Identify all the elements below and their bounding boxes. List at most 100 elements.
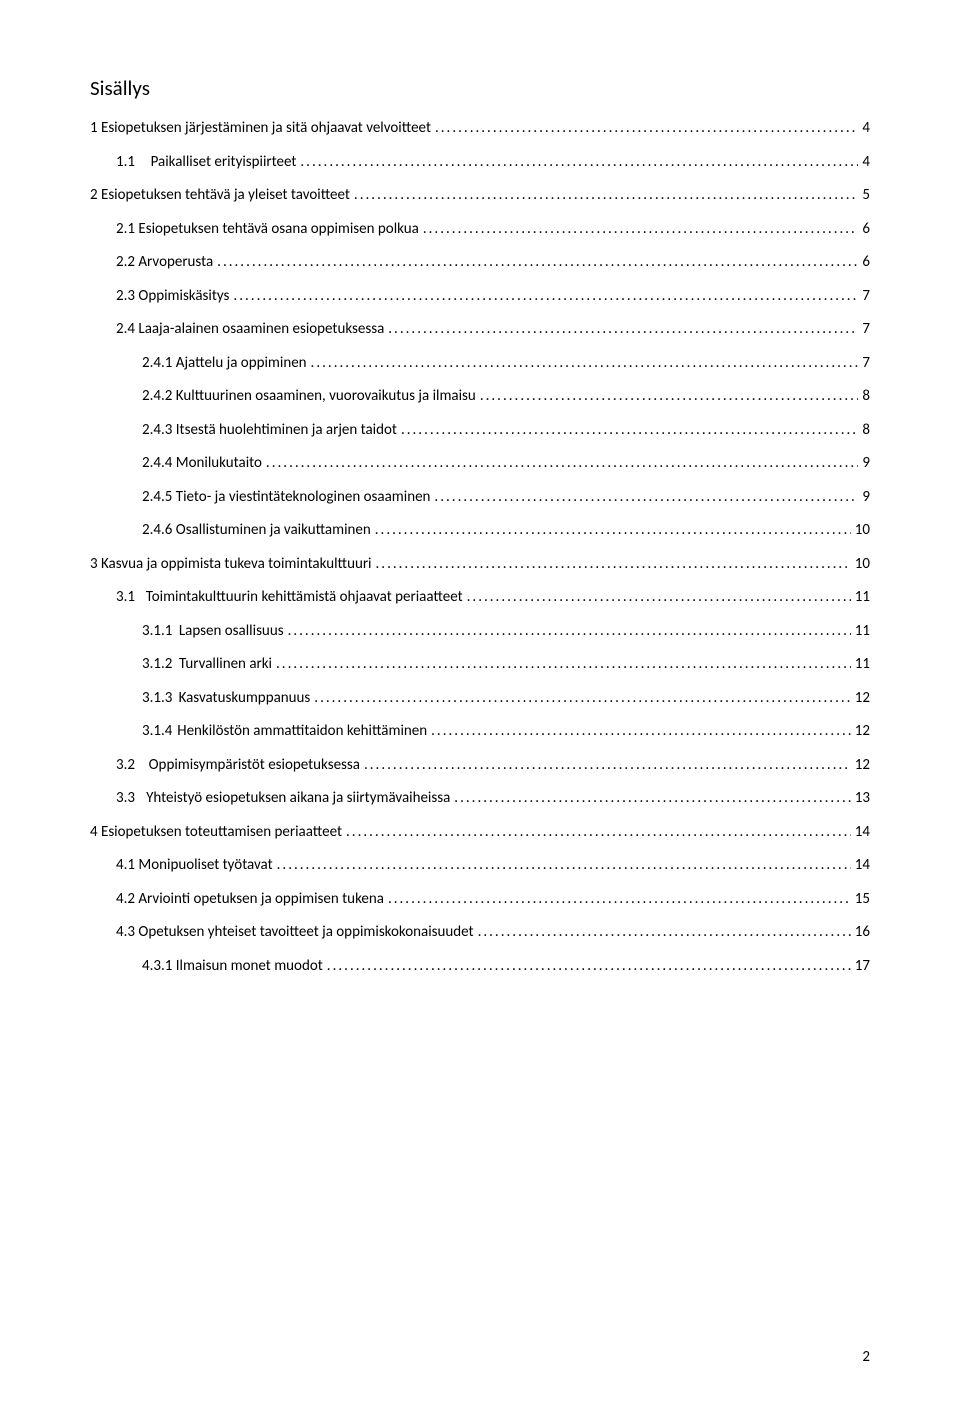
toc-leader-dots [375, 521, 851, 541]
toc-entry[interactable]: 2.4.1 Ajattelu ja oppiminen7 [90, 354, 870, 374]
toc-entry[interactable]: 3.2 Oppimisympäristöt esiopetuksessa 12 [90, 756, 870, 776]
toc-entry[interactable]: 2 Esiopetuksen tehtävä ja yleiset tavoit… [90, 186, 870, 206]
toc-entry-page: 12 [855, 722, 870, 742]
toc-entry-page: 7 [862, 320, 870, 340]
toc-entry[interactable]: 2.4.3 Itsestä huolehtiminen ja arjen tai… [90, 421, 870, 441]
toc-leader-dots [434, 488, 858, 508]
toc-entry[interactable]: 2.4.4 Monilukutaito 9 [90, 454, 870, 474]
toc-leader-dots [467, 588, 851, 608]
toc-leader-dots [435, 119, 858, 139]
toc-entry-page: 4 [862, 153, 870, 173]
toc-entry-text: 3 Kasvua ja oppimista tukeva toimintakul… [90, 555, 372, 575]
toc-entry-page: 12 [855, 756, 870, 776]
page-container: Sisällys 1 Esiopetuksen järjestäminen ja… [0, 0, 960, 1421]
toc-entry[interactable]: 2.3 Oppimiskäsitys7 [90, 287, 870, 307]
toc-entry-text: 2.4.3 Itsestä huolehtiminen ja arjen tai… [142, 421, 397, 441]
toc-entry[interactable]: 4.3.1 Ilmaisun monet muodot 17 [90, 957, 870, 977]
toc-entry-page: 6 [862, 220, 870, 240]
toc-leader-dots [454, 789, 850, 809]
toc-entry-page: 8 [862, 421, 870, 441]
page-number: 2 [862, 1348, 870, 1366]
toc-entry-text: 3.1.1 [142, 622, 172, 642]
toc-entry[interactable]: 2.4.2 Kulttuurinen osaaminen, vuorovaiku… [90, 387, 870, 407]
toc-entry[interactable]: 1.1 Paikalliset erityispiirteet 4 [90, 153, 870, 173]
toc-entry[interactable]: 2.4.5 Tieto- ja viestintäteknologinen os… [90, 488, 870, 508]
toc-entry-text: 3.1.2 [142, 655, 172, 675]
toc-entry[interactable]: 4.2 Arviointi opetuksen ja oppimisen tuk… [90, 890, 870, 910]
toc-entry-text: 4.3 Opetuksen yhteiset tavoitteet ja opp… [116, 923, 474, 943]
toc-leader-dots [311, 354, 859, 374]
toc-entry[interactable]: 4.1 Monipuoliset työtavat14 [90, 856, 870, 876]
toc-entry-text: 2.4.4 Monilukutaito [142, 454, 262, 474]
toc-entry[interactable]: 3.3 Yhteistyö esiopetuksen aikana ja siir… [90, 789, 870, 809]
toc-entry-page: 11 [855, 622, 870, 642]
toc-entry-page: 11 [855, 655, 870, 675]
toc-entry-page: 6 [862, 253, 870, 273]
toc-leader-dots [233, 287, 858, 307]
toc-entry-text: 3.3 [116, 789, 135, 809]
toc-leader-dots [478, 923, 851, 943]
toc-entry-text: 3.2 [116, 756, 135, 776]
toc-entry-text: 1.1 [116, 153, 135, 173]
toc-leader-dots [276, 655, 851, 675]
toc-entry-page: 16 [855, 923, 870, 943]
toc-entry[interactable]: 3 Kasvua ja oppimista tukeva toimintakul… [90, 555, 870, 575]
toc-entry-page: 9 [862, 454, 870, 474]
toc-entry-text: 2.4.6 Osallistuminen ja vaikuttaminen [142, 521, 371, 541]
toc-entry[interactable]: 3.1.4Henkilöstön ammattitaidon kehittämi… [90, 722, 870, 742]
toc-leader-dots [327, 957, 851, 977]
toc-entry[interactable]: 2.4 Laaja-alainen osaaminen esiopetukses… [90, 320, 870, 340]
toc-leader-dots [300, 153, 858, 173]
toc-leader-dots [288, 622, 851, 642]
toc-entry-text: 4.2 Arviointi opetuksen ja oppimisen tuk… [116, 890, 384, 910]
toc-leader-dots [277, 856, 851, 876]
toc-entry-page: 5 [862, 186, 870, 206]
toc-entry-text: 2.2 Arvoperusta [116, 253, 213, 273]
toc-entry[interactable]: 4.3 Opetuksen yhteiset tavoitteet ja opp… [90, 923, 870, 943]
toc-entry-page: 10 [855, 521, 870, 541]
toc-entry[interactable]: 4 Esiopetuksen toteuttamisen periaatteet… [90, 823, 870, 843]
toc-entry-page: 7 [862, 354, 870, 374]
toc-entry-text: 3.1.4 [142, 722, 172, 742]
toc-entry[interactable]: 3.1.2 Turvallinen arki 11 [90, 655, 870, 675]
toc-entry-page: 9 [862, 488, 870, 508]
toc-entry-text: 4.1 Monipuoliset työtavat [116, 856, 273, 876]
toc-entry-rest: Toimintakulttuurin kehittämistä ohjaavat… [146, 588, 463, 608]
toc-entry-page: 17 [855, 957, 870, 977]
toc-entry-page: 12 [855, 689, 870, 709]
toc-entry-rest: Turvallinen arki [179, 655, 272, 675]
toc-leader-dots [217, 253, 858, 273]
toc-entry[interactable]: 1 Esiopetuksen järjestäminen ja sitä ohj… [90, 119, 870, 139]
toc-leader-dots [388, 320, 858, 340]
toc-entry[interactable]: 3.1 Toimintakulttuurin kehittämistä ohjaa… [90, 588, 870, 608]
toc-entry-text: 3.1.3 [142, 689, 172, 709]
toc-entry[interactable]: 2.2 Arvoperusta 6 [90, 253, 870, 273]
toc-entry-text: 3.1 [116, 588, 135, 608]
toc-entry[interactable]: 3.1.3 Kasvatuskumppanuus 12 [90, 689, 870, 709]
toc-entry-page: 7 [862, 287, 870, 307]
toc-entry-text: 2.1 Esiopetuksen tehtävä osana oppimisen… [116, 220, 419, 240]
toc-entry-page: 15 [855, 890, 870, 910]
toc-entry[interactable]: 2.4.6 Osallistuminen ja vaikuttaminen 10 [90, 521, 870, 541]
toc-entry-page: 10 [855, 555, 870, 575]
toc-entry-rest: Oppimisympäristöt esiopetuksessa [149, 756, 360, 776]
toc-entry-text: 2.4 Laaja-alainen osaaminen esiopetukses… [116, 320, 384, 340]
toc-entry[interactable]: 3.1.1Lapsen osallisuus11 [90, 622, 870, 642]
toc-entry-rest: Paikalliset erityispiirteet [151, 153, 297, 173]
toc-entry-text: 2.4.5 Tieto- ja viestintäteknologinen os… [142, 488, 430, 508]
toc-leader-dots [346, 823, 851, 843]
toc-entry-page: 11 [855, 588, 870, 608]
toc-leader-dots [314, 689, 851, 709]
toc-entry-rest: Yhteistyö esiopetuksen aikana ja siirtym… [146, 789, 450, 809]
toc-entry[interactable]: 2.1 Esiopetuksen tehtävä osana oppimisen… [90, 220, 870, 240]
toc-leader-dots [431, 722, 851, 742]
toc-leader-dots [388, 890, 851, 910]
toc-entry-page: 4 [862, 119, 870, 139]
toc-entry-rest: Kasvatuskumppanuus [179, 689, 311, 709]
toc-entry-text: 2 Esiopetuksen tehtävä ja yleiset tavoit… [90, 186, 350, 206]
toc-entry-text: 4.3.1 Ilmaisun monet muodot [142, 957, 323, 977]
toc-leader-dots [266, 454, 858, 474]
toc-title: Sisällys [90, 75, 870, 101]
toc-leader-dots [354, 186, 858, 206]
toc-entry-page: 13 [855, 789, 870, 809]
